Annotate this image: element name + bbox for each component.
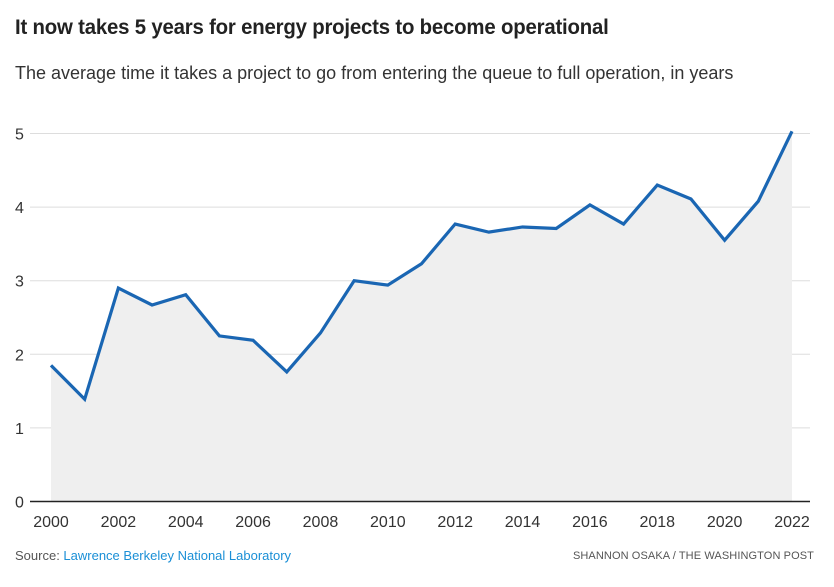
- x-tick-label: 2002: [101, 514, 137, 531]
- x-tick-label: 2008: [303, 514, 339, 531]
- credit-line: SHANNON OSAKA / THE WASHINGTON POST: [572, 550, 814, 562]
- x-tick-label: 2006: [235, 514, 271, 531]
- source-prefix: Source:: [15, 548, 64, 563]
- x-tick-label: 2020: [707, 514, 743, 531]
- y-tick-label: 5: [15, 127, 24, 144]
- x-tick-label: 2014: [505, 514, 541, 531]
- x-tick-label: 2016: [572, 514, 608, 531]
- x-tick-label: 2022: [774, 514, 810, 531]
- y-tick-label: 1: [15, 421, 24, 438]
- x-tick-label: 2012: [437, 514, 473, 531]
- x-axis-ticks: 2000 2002 2004 2006 2008 2010 2012 2014 2016 2018…: [33, 514, 810, 531]
- source-note: Source: Lawrence Berkeley National Labor…: [15, 548, 291, 563]
- data-points: [50, 131, 793, 400]
- chart-title: It now takes 5 years for energy projects…: [15, 16, 609, 39]
- y-tick-label: 3: [15, 274, 24, 291]
- y-tick-label: 0: [15, 495, 24, 512]
- y-axis-ticks: 0 1 2 3 4 5: [15, 127, 24, 512]
- x-tick-label: 2010: [370, 514, 406, 531]
- area-fill: [51, 131, 792, 502]
- x-tick-label: 2018: [639, 514, 675, 531]
- y-tick-label: 2: [15, 347, 24, 364]
- y-tick-label: 4: [15, 200, 24, 217]
- x-tick-label: 2004: [168, 514, 204, 531]
- source-link[interactable]: Lawrence Berkeley National Laboratory: [63, 548, 292, 563]
- chart-subtitle: The average time it takes a project to g…: [15, 63, 734, 83]
- x-tick-label: 2000: [33, 514, 69, 531]
